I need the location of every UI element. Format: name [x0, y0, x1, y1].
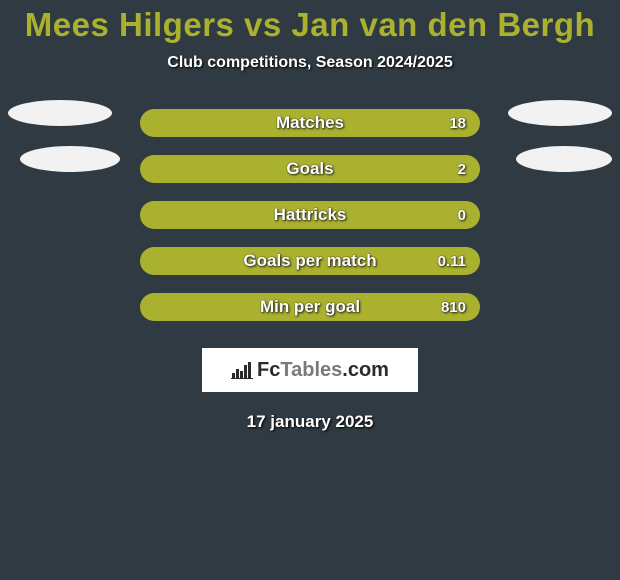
infographic-container: Mees Hilgers vs Jan van den Bergh Club c…	[0, 0, 620, 580]
stat-label: Hattricks	[274, 205, 347, 225]
stat-bar: Min per goal 810	[140, 293, 480, 321]
stat-value: 2	[458, 161, 466, 178]
logo-prefix: Fc	[257, 359, 280, 381]
barchart-icon	[231, 361, 253, 379]
stat-row: Goals per match 0.11	[0, 238, 620, 284]
logo-suffix: .com	[342, 359, 389, 381]
stat-row: Goals 2	[0, 146, 620, 192]
stat-value: 0	[458, 207, 466, 224]
logo-text: FcTables.com	[257, 359, 389, 382]
logo: FcTables.com	[231, 359, 389, 382]
logo-box: FcTables.com	[202, 348, 418, 392]
page-title: Mees Hilgers vs Jan van den Bergh	[0, 0, 620, 44]
stat-bar: Hattricks 0	[140, 201, 480, 229]
stat-row: Matches 18	[0, 100, 620, 146]
date-line: 17 january 2025	[0, 412, 620, 432]
stat-row: Hattricks 0	[0, 192, 620, 238]
stat-row: Min per goal 810	[0, 284, 620, 330]
stat-value: 810	[441, 299, 466, 316]
stat-bar: Matches 18	[140, 109, 480, 137]
stat-bar: Goals 2	[140, 155, 480, 183]
stat-value: 0.11	[438, 253, 466, 270]
stat-label: Goals per match	[243, 251, 376, 271]
stat-rows: Matches 18 Goals 2 Hattricks 0 Goals per match…	[0, 100, 620, 330]
stat-label: Min per goal	[260, 297, 360, 317]
logo-main: Tables	[280, 359, 342, 381]
stat-label: Matches	[276, 113, 344, 133]
stat-bar: Goals per match 0.11	[140, 247, 480, 275]
page-subtitle: Club competitions, Season 2024/2025	[0, 54, 620, 72]
stat-label: Goals	[286, 159, 333, 179]
stat-value: 18	[449, 115, 466, 132]
